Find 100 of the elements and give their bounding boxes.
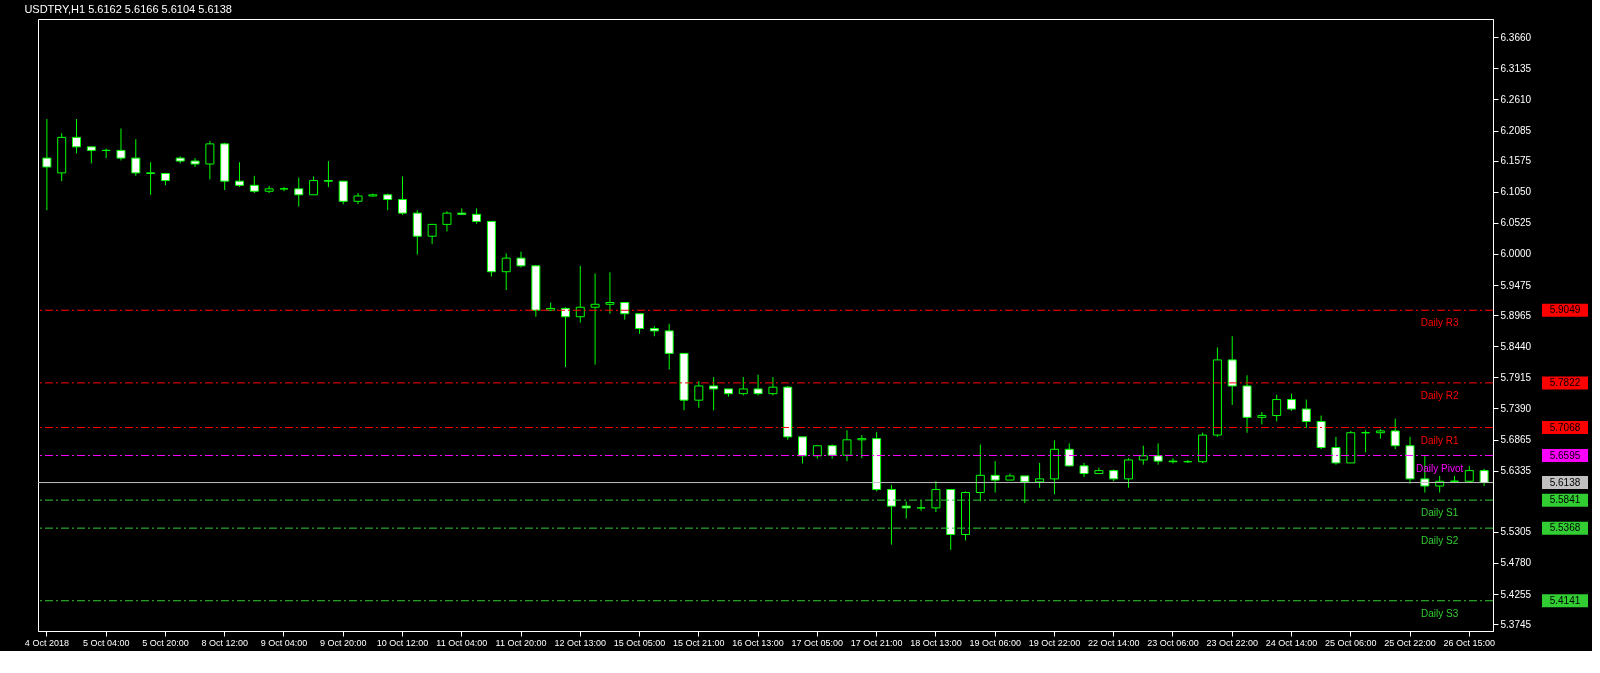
- candlestick: [412, 209, 422, 256]
- candlestick: [635, 313, 645, 335]
- candlestick: [575, 265, 585, 324]
- candlestick: [1124, 457, 1134, 489]
- candlestick: [975, 444, 985, 502]
- candlestick: [694, 380, 704, 409]
- x-tick-label: 15 Oct 21:00: [673, 637, 725, 648]
- candlestick: [1138, 445, 1148, 466]
- x-tick-label: 25 Oct 06:00: [1324, 637, 1377, 648]
- x-tick-label: 23 Oct 06:00: [1147, 637, 1199, 648]
- chart-title: USDTRY,H1 5.6162 5.6166 5.6104 5.6138: [24, 3, 232, 15]
- candlestick: [1257, 411, 1267, 425]
- x-tick-label: 5 Oct 20:00: [142, 637, 189, 648]
- ref-line-label: Daily R3: [1420, 317, 1459, 329]
- y-tick-label: 5.4780: [1500, 557, 1532, 569]
- y-tick-label: 6.1575: [1500, 155, 1532, 167]
- candlestick: [501, 252, 511, 291]
- candlestick: [427, 223, 437, 245]
- text: 5.4141: [1549, 594, 1581, 606]
- y-tick-label: 5.4255: [1500, 588, 1532, 600]
- candlestick: [1272, 394, 1282, 422]
- candlestick: [235, 161, 245, 188]
- candlestick: [798, 436, 808, 464]
- y-tick-label: 6.0000: [1500, 248, 1532, 260]
- ref-line-label: Daily S1: [1421, 507, 1459, 519]
- y-tick-label: 5.5305: [1500, 526, 1532, 538]
- x-tick-label: 26 Oct 15:00: [1443, 637, 1496, 648]
- x-tick-label: 17 Oct 05:00: [791, 637, 844, 648]
- text: 5.5368: [1549, 522, 1581, 534]
- y-tick-label: 6.3660: [1500, 31, 1532, 43]
- candlestick: [664, 323, 674, 370]
- y-tick-label: 5.7390: [1500, 402, 1532, 414]
- candlestick: [1064, 442, 1074, 467]
- y-tick-label: 5.3745: [1500, 618, 1532, 630]
- y-tick-label: 5.8440: [1500, 340, 1532, 352]
- y-tick-label: 5.8965: [1500, 309, 1532, 321]
- candlestick: [605, 271, 615, 315]
- candlestick: [309, 175, 319, 196]
- x-tick-label: 9 Oct 20:00: [319, 637, 367, 648]
- ref-line-label: Daily R2: [1420, 389, 1459, 401]
- text: 5.7822: [1549, 376, 1581, 388]
- text: 5.6138: [1549, 476, 1581, 488]
- x-tick-label: 15 Oct 05:00: [613, 637, 666, 648]
- x-tick-label: 22 Oct 14:00: [1087, 637, 1140, 648]
- x-tick-label: 11 Oct 04:00: [436, 637, 488, 648]
- candlestick: [560, 306, 570, 368]
- candlestick: [131, 138, 141, 177]
- text: 5.9049: [1549, 304, 1581, 316]
- candlestick: [857, 434, 867, 459]
- y-tick-label: 5.7915: [1500, 371, 1532, 383]
- candlestick: [768, 376, 778, 396]
- candlestick: [397, 175, 407, 216]
- x-tick-label: 10 Oct 12:00: [376, 637, 429, 648]
- x-tick-label: 9 Oct 04:00: [260, 637, 308, 648]
- x-tick-label: 4 Oct 2018: [24, 637, 69, 648]
- y-tick-label: 6.2085: [1500, 125, 1532, 137]
- text: 5.7068: [1549, 421, 1581, 433]
- candlestick: [72, 118, 82, 154]
- candlestick: [205, 140, 215, 180]
- candlestick: [990, 460, 1000, 493]
- candlestick: [442, 210, 452, 232]
- candlestick: [42, 118, 52, 211]
- y-tick-label: 5.6335: [1500, 465, 1532, 477]
- candlestick: [842, 429, 852, 462]
- y-tick-label: 5.9475: [1500, 279, 1532, 291]
- y-tick-label: 6.2610: [1500, 94, 1532, 105]
- x-tick-label: 24 Oct 14:00: [1265, 637, 1318, 648]
- y-tick-label: 6.3135: [1500, 62, 1532, 74]
- candlestick: [1020, 475, 1030, 504]
- text: 5.6595: [1549, 449, 1581, 461]
- candlestick: [279, 186, 289, 192]
- candlestick: [1331, 436, 1341, 466]
- x-tick-label: 11 Oct 20:00: [495, 637, 547, 648]
- x-tick-label: 19 Oct 06:00: [969, 637, 1021, 648]
- candlestick: [338, 180, 348, 205]
- x-tick-label: 8 Oct 12:00: [201, 637, 248, 648]
- candlestick: [146, 161, 156, 196]
- ref-line-label: Daily S2: [1421, 535, 1459, 547]
- x-tick-label: 23 Oct 22:00: [1206, 637, 1258, 648]
- candlestick: [323, 160, 333, 188]
- x-tick-label: 12 Oct 13:00: [554, 637, 607, 648]
- x-tick-label: 17 Oct 21:00: [850, 637, 903, 648]
- candlestick: [886, 484, 896, 546]
- candlestick: [1301, 399, 1311, 429]
- x-tick-label: 25 Oct 22:00: [1384, 637, 1436, 648]
- x-tick-label: 19 Oct 22:00: [1028, 637, 1081, 648]
- candlestick: [709, 376, 719, 411]
- candlestick: [916, 499, 926, 512]
- candlestick: [1153, 442, 1163, 466]
- x-tick-label: 5 Oct 04:00: [82, 637, 130, 648]
- x-tick-label: 18 Oct 13:00: [910, 637, 962, 648]
- candlestick: [753, 374, 763, 396]
- ref-line-label: Daily R1: [1420, 434, 1459, 446]
- candlestick: [738, 376, 748, 396]
- candlestick: [1390, 418, 1400, 450]
- candlestick: [1168, 457, 1178, 464]
- text: 5.5841: [1549, 494, 1581, 506]
- y-tick-label: 6.1050: [1500, 186, 1532, 198]
- candlestick: [590, 273, 600, 366]
- y-tick-label: 5.6865: [1500, 434, 1532, 446]
